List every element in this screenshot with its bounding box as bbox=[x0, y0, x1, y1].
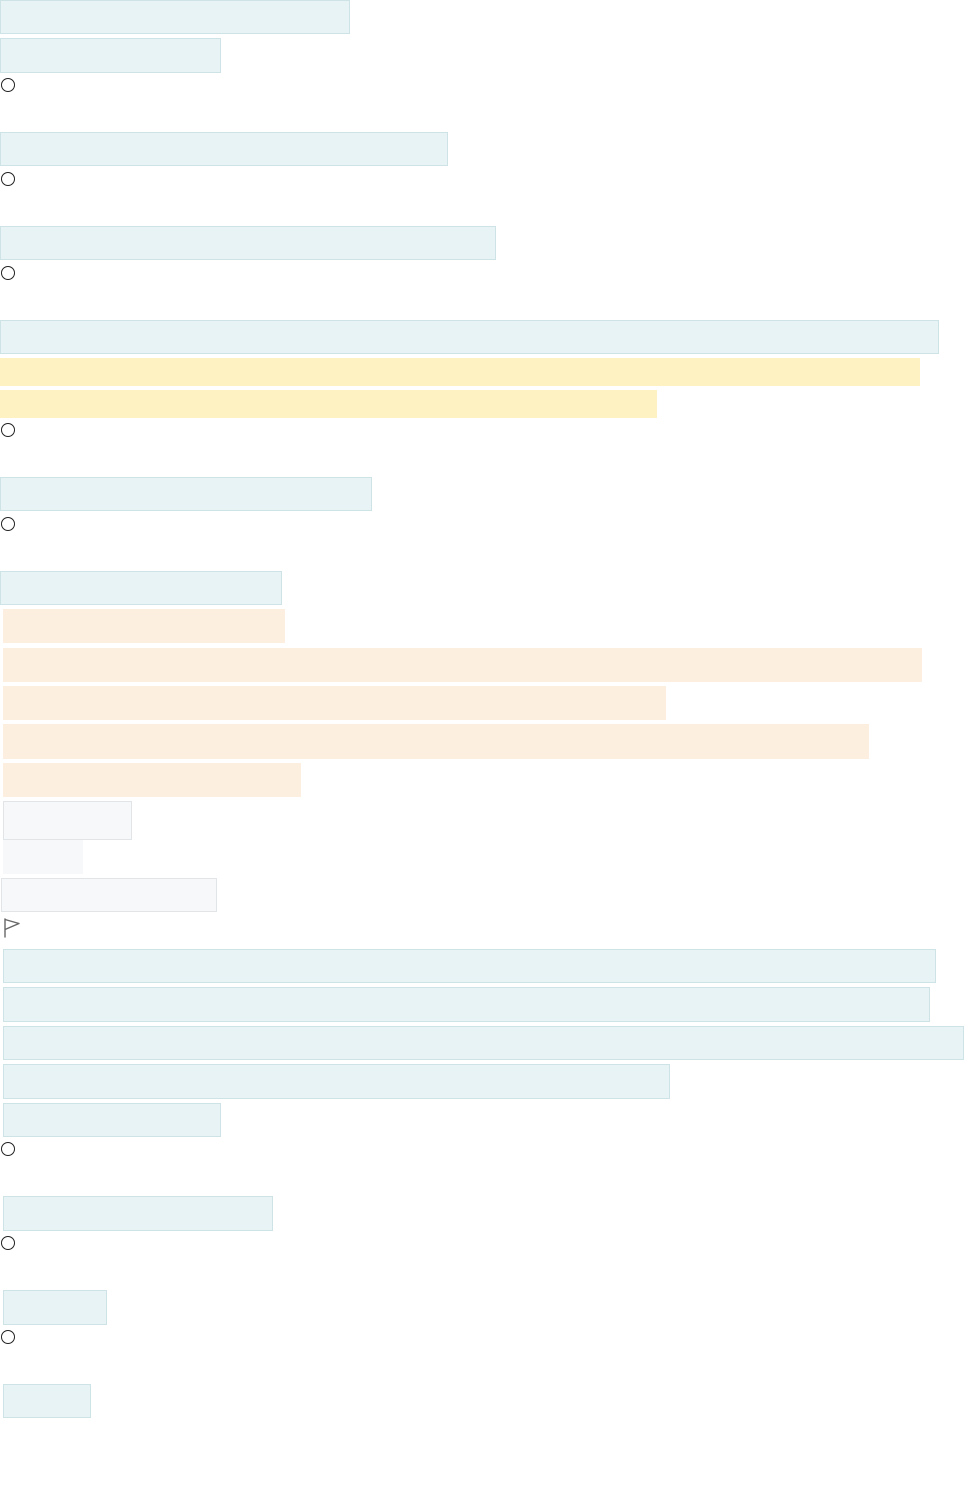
answer-text-4 bbox=[0, 320, 939, 354]
answer-text-1b bbox=[0, 38, 221, 73]
explanation-text-e bbox=[3, 763, 301, 797]
highlighted-text-4b bbox=[0, 390, 657, 418]
explanation-text-a bbox=[3, 609, 285, 643]
answer-text-1a bbox=[0, 0, 350, 34]
radio-option-5[interactable] bbox=[1, 517, 15, 531]
radio-option-9[interactable] bbox=[1, 1330, 15, 1344]
answer-text-10 bbox=[3, 1384, 91, 1418]
answer-text-7d bbox=[3, 1064, 670, 1099]
answer-text-3 bbox=[0, 226, 496, 260]
radio-option-8[interactable] bbox=[1, 1236, 15, 1250]
radio-option-1[interactable] bbox=[1, 78, 15, 92]
answer-text-7b bbox=[3, 987, 930, 1022]
answer-text-8 bbox=[3, 1196, 273, 1231]
answer-text-6 bbox=[0, 571, 282, 605]
highlighted-text-4a bbox=[0, 358, 920, 386]
meta-text-b bbox=[3, 840, 83, 874]
answer-text-2 bbox=[0, 132, 448, 166]
meta-text-a bbox=[3, 801, 132, 840]
answer-text-9 bbox=[3, 1290, 107, 1325]
explanation-text-d bbox=[3, 724, 869, 759]
explanation-text-c bbox=[3, 686, 666, 720]
radio-option-3[interactable] bbox=[1, 266, 15, 280]
meta-text-c bbox=[1, 878, 217, 912]
answer-text-5 bbox=[0, 477, 372, 511]
answer-text-7e bbox=[3, 1103, 221, 1137]
answer-text-7c bbox=[3, 1026, 964, 1060]
radio-option-7[interactable] bbox=[1, 1142, 15, 1156]
radio-option-2[interactable] bbox=[1, 172, 15, 186]
radio-option-4[interactable] bbox=[1, 423, 15, 437]
flag-icon[interactable] bbox=[3, 918, 21, 938]
answer-text-7a bbox=[3, 949, 936, 983]
explanation-text-b bbox=[3, 648, 922, 682]
